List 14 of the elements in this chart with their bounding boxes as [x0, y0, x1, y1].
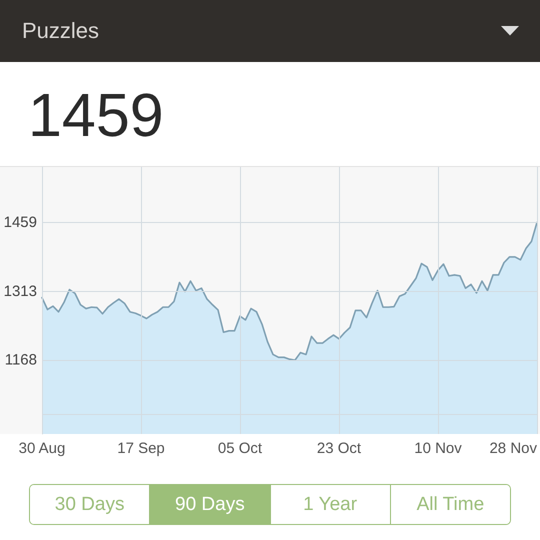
x-tick-label: 28 Nov — [489, 440, 538, 457]
tab-button: 90 Days — [149, 485, 270, 524]
x-tick-label: 10 Nov — [414, 440, 462, 457]
y-tick-label: 1459 — [4, 214, 37, 231]
chart-title: Puzzles — [22, 18, 100, 44]
x-tick-label: 23 Oct — [316, 440, 362, 457]
y-tick-label: 1313 — [4, 283, 37, 300]
x-tick-label: 05 Oct — [218, 440, 263, 457]
tab-button: All Time — [390, 485, 510, 524]
tab-button: 30 Days — [30, 485, 150, 524]
x-tick-label: 17 Sep — [117, 440, 165, 457]
x-tick-label: 30 Aug — [18, 440, 66, 457]
y-tick-label: 1168 — [4, 352, 37, 369]
header-bar: Puzzles — [0, 0, 540, 62]
